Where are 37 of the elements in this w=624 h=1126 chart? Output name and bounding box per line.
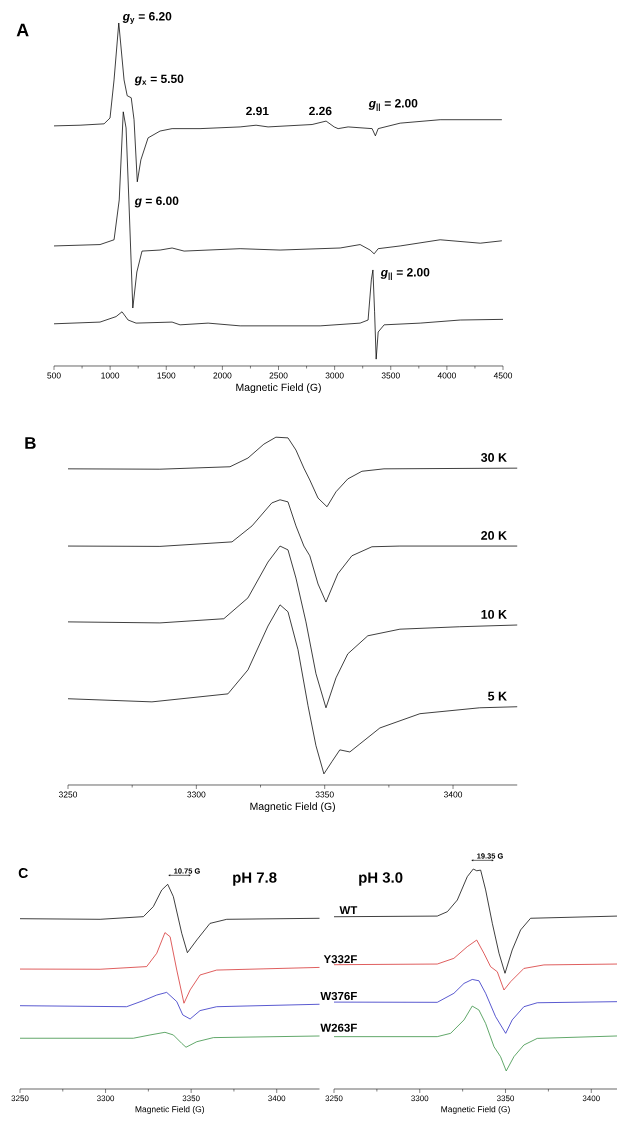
series-label: 10 K (481, 610, 507, 619)
chart-title: A (16, 23, 29, 37)
x-tick-label: 3400 (443, 791, 463, 798)
x-tick-label: 1500 (157, 372, 176, 379)
annotation: g$_{x}$ = 5.50 (134, 74, 184, 86)
x-tick-label: 3500 (381, 372, 400, 379)
x-tick-label: 4500 (493, 372, 513, 379)
series-label: WT (339, 906, 358, 915)
chart-title: pH 3.0 (359, 872, 403, 886)
annotation: g$_{y}$ = 6.20 (122, 12, 172, 24)
x-tick-label: 3250 (58, 791, 78, 798)
annotation: 2.91 (246, 106, 269, 116)
series-label: 5 K (488, 691, 507, 701)
chart-title: C (18, 868, 28, 878)
x-tick-label: 2500 (269, 372, 288, 379)
x-tick-label: 3300 (187, 791, 206, 798)
x-tick-label: 2000 (213, 372, 232, 379)
x-tick-label: 1000 (101, 372, 120, 379)
annotation: g$_{||}$ = 2.00 (380, 268, 430, 280)
chart-title: B (25, 437, 36, 449)
annotation: g = 6.00 (134, 196, 179, 208)
chart-subtitle: pH 7.8 (233, 872, 277, 886)
series-label: Y332F (323, 955, 357, 964)
x-axis-title: Magnetic Field (G) (135, 1106, 205, 1114)
x-tick-label: 4000 (437, 372, 456, 379)
x-axis-title: Magnetic Field (G) (250, 802, 335, 813)
annotation: g$_{||}$ = 2.00 (368, 99, 418, 111)
x-tick-label: 500 (47, 372, 61, 379)
series-label: W263F (320, 1023, 357, 1032)
x-axis-title: Magnetic Field (G) (236, 383, 321, 394)
annotation: 2.26 (309, 106, 332, 116)
series-label: W376F (320, 991, 357, 1001)
x-tick-label: 3350 (315, 791, 334, 798)
x-axis-title: Magnetic Field (G) (441, 1106, 510, 1114)
series-label: 20 K (481, 531, 507, 540)
x-tick-label: 3000 (325, 372, 344, 379)
series-label: 30 K (480, 453, 507, 462)
